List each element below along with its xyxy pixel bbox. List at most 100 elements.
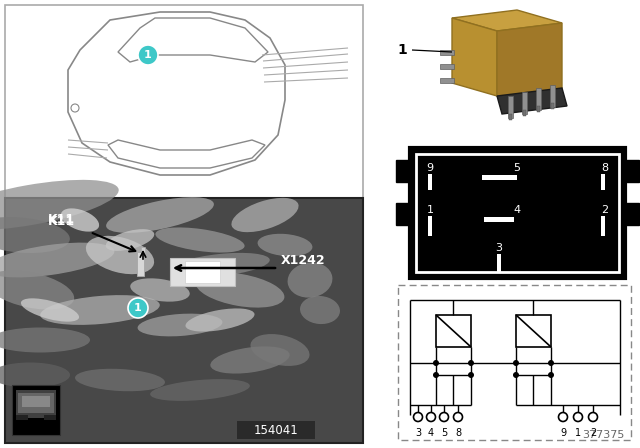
Circle shape [454, 413, 463, 422]
Bar [484, 217, 514, 222]
Bar [5, 198, 363, 443]
Bar [137, 252, 144, 276]
Ellipse shape [138, 314, 223, 336]
Bar [16, 415, 28, 420]
Circle shape [468, 372, 474, 378]
Text: 3: 3 [495, 243, 502, 253]
Bar [18, 393, 54, 413]
Circle shape [128, 298, 148, 318]
Circle shape [440, 413, 449, 422]
Ellipse shape [250, 334, 310, 366]
Bar [12, 385, 60, 435]
Bar [516, 363, 551, 375]
Bar [170, 258, 235, 286]
Polygon shape [68, 12, 285, 175]
Bar [623, 203, 639, 225]
Text: 1: 1 [426, 205, 433, 215]
Text: 2: 2 [602, 205, 609, 215]
Circle shape [548, 360, 554, 366]
Text: 8: 8 [602, 163, 609, 173]
Ellipse shape [170, 253, 269, 277]
Circle shape [433, 372, 439, 378]
Circle shape [433, 360, 439, 366]
Bar [440, 78, 454, 83]
Ellipse shape [86, 236, 154, 274]
Ellipse shape [156, 228, 244, 253]
Bar [440, 50, 454, 55]
Text: 1: 1 [575, 428, 581, 438]
Bar [523, 110, 526, 116]
Ellipse shape [21, 298, 79, 322]
Circle shape [589, 413, 598, 422]
Ellipse shape [131, 278, 189, 302]
Bar [482, 175, 517, 180]
Circle shape [559, 413, 568, 422]
Bar [508, 96, 513, 118]
Ellipse shape [106, 229, 154, 251]
Circle shape [513, 360, 519, 366]
Bar [416, 154, 619, 272]
Text: 1: 1 [144, 50, 152, 60]
Bar [410, 148, 625, 278]
Text: 9: 9 [426, 163, 433, 173]
Ellipse shape [211, 346, 290, 374]
Text: 154041: 154041 [253, 423, 298, 436]
Circle shape [548, 372, 554, 378]
Text: 1: 1 [134, 303, 142, 313]
Bar [22, 396, 50, 407]
Bar [522, 92, 527, 114]
Bar [550, 85, 555, 107]
Ellipse shape [75, 369, 165, 391]
Bar [141, 247, 145, 254]
Polygon shape [452, 18, 497, 96]
Ellipse shape [186, 308, 255, 332]
Polygon shape [497, 23, 562, 96]
Polygon shape [118, 18, 268, 62]
Ellipse shape [257, 234, 312, 256]
Bar [601, 174, 605, 190]
Bar [396, 203, 412, 225]
Ellipse shape [300, 296, 340, 324]
Circle shape [513, 372, 519, 378]
Circle shape [573, 413, 582, 422]
Text: 3: 3 [415, 428, 421, 438]
Polygon shape [452, 10, 562, 31]
Bar [623, 160, 639, 182]
Bar [237, 421, 315, 439]
Ellipse shape [0, 271, 74, 310]
Bar [185, 261, 220, 283]
Circle shape [71, 104, 79, 112]
Text: 4: 4 [428, 428, 434, 438]
Bar [497, 254, 501, 272]
Text: 2: 2 [590, 428, 596, 438]
Bar [537, 106, 540, 112]
Text: 4: 4 [513, 205, 520, 215]
Ellipse shape [196, 272, 284, 308]
Bar [398, 285, 631, 440]
Bar [16, 390, 56, 418]
Ellipse shape [232, 198, 299, 232]
Bar [509, 114, 512, 120]
Bar [436, 315, 471, 347]
Bar [44, 415, 56, 420]
Ellipse shape [106, 197, 214, 233]
Bar [516, 315, 551, 347]
Ellipse shape [287, 263, 332, 297]
Circle shape [138, 45, 158, 65]
Text: 5: 5 [441, 428, 447, 438]
Bar [536, 88, 541, 110]
Bar [5, 5, 363, 198]
Text: 9: 9 [560, 428, 566, 438]
Ellipse shape [0, 362, 70, 388]
Bar [396, 160, 412, 182]
Circle shape [413, 413, 422, 422]
Text: X1242: X1242 [281, 254, 326, 267]
Bar [428, 174, 432, 190]
Circle shape [468, 360, 474, 366]
Bar [428, 216, 432, 236]
Bar [551, 103, 554, 109]
Text: K11: K11 [48, 215, 75, 228]
Ellipse shape [61, 208, 99, 232]
Ellipse shape [0, 327, 90, 353]
Text: K11: K11 [48, 213, 75, 226]
